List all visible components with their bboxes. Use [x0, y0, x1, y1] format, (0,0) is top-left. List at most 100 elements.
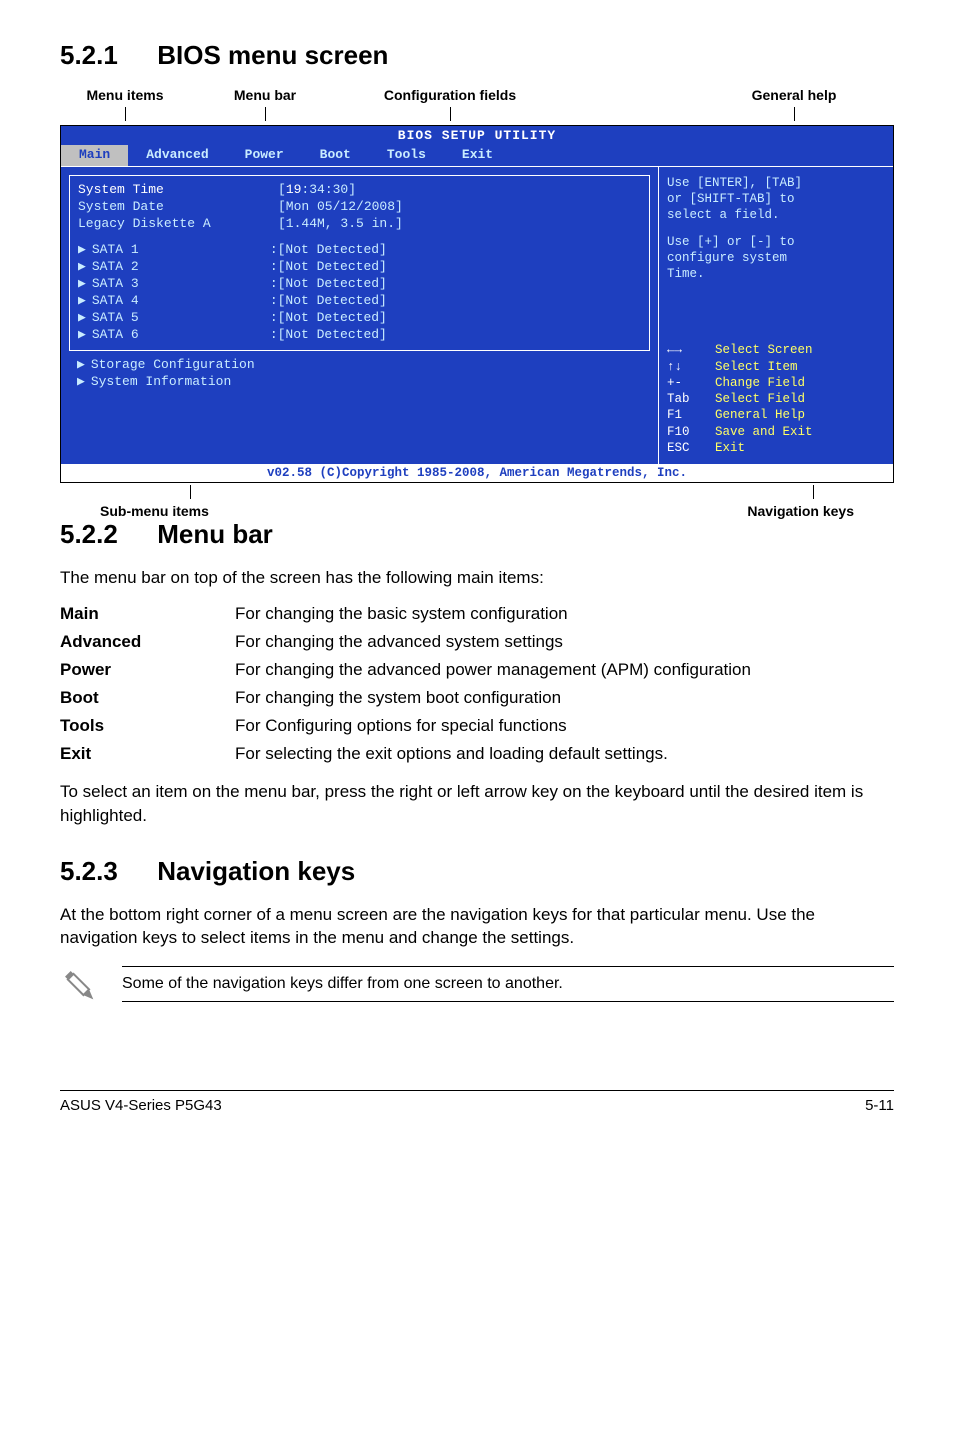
nav-key: F10	[667, 424, 715, 440]
nav-desc: Save and Exit	[715, 424, 813, 440]
callout-label: General help	[752, 87, 837, 103]
def-term: Tools	[60, 712, 235, 740]
field-value: :[Not Detected]	[270, 276, 387, 293]
page-footer: ASUS V4-Series P5G43 5-11	[60, 1090, 894, 1114]
menu-advanced: Advanced	[128, 145, 226, 166]
section-number: 5.2.2	[60, 519, 150, 550]
section-heading: 5.2.1 BIOS menu screen	[60, 40, 894, 71]
footer-left: ASUS V4-Series P5G43	[60, 1097, 222, 1114]
nav-desc: Exit	[715, 440, 745, 456]
section-title: BIOS menu screen	[157, 40, 388, 70]
submenu-item: Storage Configuration	[91, 357, 255, 374]
def-value: For changing the advanced power manageme…	[235, 656, 751, 684]
field-value: [19:34:30]	[278, 182, 356, 199]
def-term: Power	[60, 656, 235, 684]
chevron-right-icon: ▶	[78, 242, 86, 259]
note-block: Some of the navigation keys differ from …	[60, 966, 894, 1010]
submenu-item: System Information	[91, 374, 231, 391]
footer-right: 5-11	[865, 1097, 894, 1114]
field-label: Legacy Diskette A	[78, 216, 278, 233]
nav-desc: Select Item	[715, 359, 798, 375]
chevron-right-icon: ▶	[78, 310, 86, 327]
section-heading: 5.2.2 Menu bar	[60, 519, 894, 550]
bottom-callouts: Sub-menu items Navigation keys	[60, 485, 894, 519]
def-term: Main	[60, 600, 235, 628]
field-value: :[Not Detected]	[270, 293, 387, 310]
paragraph: At the bottom right corner of a menu scr…	[60, 903, 894, 951]
field-label: SATA 3	[92, 276, 270, 293]
field-value: :[Not Detected]	[270, 310, 387, 327]
def-value: For selecting the exit options and loadi…	[235, 740, 751, 768]
section-number: 5.2.1	[60, 40, 150, 71]
field-label: SATA 6	[92, 327, 270, 344]
section-number: 5.2.3	[60, 856, 150, 887]
bios-screenshot: BIOS SETUP UTILITY Main Advanced Power B…	[60, 125, 894, 483]
nav-key: +-	[667, 375, 715, 391]
help-text: Use [ENTER], [TAB]	[667, 175, 885, 191]
callout-label: Menu bar	[234, 87, 296, 103]
nav-desc: Select Screen	[715, 342, 813, 358]
field-label: SATA 5	[92, 310, 270, 327]
field-value: :[Not Detected]	[270, 327, 387, 344]
field-value: [1.44M, 3.5 in.]	[278, 216, 403, 233]
nav-desc: General Help	[715, 407, 805, 423]
help-text: configure system	[667, 250, 885, 266]
paragraph: The menu bar on top of the screen has th…	[60, 566, 894, 590]
bios-menu-bar: Main Advanced Power Boot Tools Exit	[61, 145, 893, 167]
section-title: Menu bar	[157, 519, 273, 549]
def-value: For changing the basic system configurat…	[235, 600, 751, 628]
field-label: SATA 2	[92, 259, 270, 276]
help-text: or [SHIFT-TAB] to	[667, 191, 885, 207]
pencil-icon	[60, 966, 104, 1010]
field-label: System Time	[78, 182, 278, 199]
chevron-right-icon: ▶	[77, 357, 85, 374]
paragraph: To select an item on the menu bar, press…	[60, 780, 894, 828]
field-value: :[Not Detected]	[270, 242, 387, 259]
nav-key: Tab	[667, 391, 715, 407]
help-text: Use [+] or [-] to	[667, 234, 885, 250]
callout-label: Menu items	[86, 87, 163, 103]
definitions-table: MainFor changing the basic system config…	[60, 600, 751, 768]
top-callouts: Menu items Menu bar Configuration fields…	[60, 87, 894, 121]
bios-footer: v02.58 (C)Copyright 1985-2008, American …	[61, 464, 893, 482]
field-value: [Mon 05/12/2008]	[278, 199, 403, 216]
callout-label: Sub-menu items	[100, 503, 209, 519]
nav-key: ↑↓	[667, 359, 715, 375]
nav-desc: Change Field	[715, 375, 805, 391]
menu-power: Power	[227, 145, 302, 166]
callout-label: Configuration fields	[384, 87, 516, 103]
callout-label: Navigation keys	[747, 503, 854, 519]
nav-key: F1	[667, 407, 715, 423]
bios-nav-keys: ←→Select Screen ↑↓Select Item +-Change F…	[667, 342, 885, 456]
field-label: SATA 1	[92, 242, 270, 259]
def-term: Advanced	[60, 628, 235, 656]
nav-key: ←→	[667, 342, 715, 358]
help-text: select a field.	[667, 207, 885, 223]
def-value: For changing the advanced system setting…	[235, 628, 751, 656]
section-heading: 5.2.3 Navigation keys	[60, 856, 894, 887]
def-term: Boot	[60, 684, 235, 712]
menu-exit: Exit	[444, 145, 511, 166]
field-label: System Date	[78, 199, 278, 216]
def-value: For Configuring options for special func…	[235, 712, 751, 740]
def-term: Exit	[60, 740, 235, 768]
bios-title: BIOS SETUP UTILITY	[61, 126, 893, 145]
chevron-right-icon: ▶	[78, 259, 86, 276]
help-text: Time.	[667, 266, 885, 282]
nav-desc: Select Field	[715, 391, 805, 407]
chevron-right-icon: ▶	[78, 293, 86, 310]
field-label: SATA 4	[92, 293, 270, 310]
field-value: :[Not Detected]	[270, 259, 387, 276]
nav-key: ESC	[667, 440, 715, 456]
def-value: For changing the system boot configurati…	[235, 684, 751, 712]
chevron-right-icon: ▶	[78, 327, 86, 344]
bios-help-panel: Use [ENTER], [TAB] or [SHIFT-TAB] to sel…	[658, 167, 893, 464]
menu-boot: Boot	[302, 145, 369, 166]
menu-tools: Tools	[369, 145, 444, 166]
note-text: Some of the navigation keys differ from …	[122, 966, 894, 1002]
bios-panel-main: System Time [19:34:30] System Date [Mon …	[69, 175, 650, 351]
section-title: Navigation keys	[157, 856, 355, 886]
menu-main: Main	[61, 145, 128, 166]
chevron-right-icon: ▶	[78, 276, 86, 293]
chevron-right-icon: ▶	[77, 374, 85, 391]
